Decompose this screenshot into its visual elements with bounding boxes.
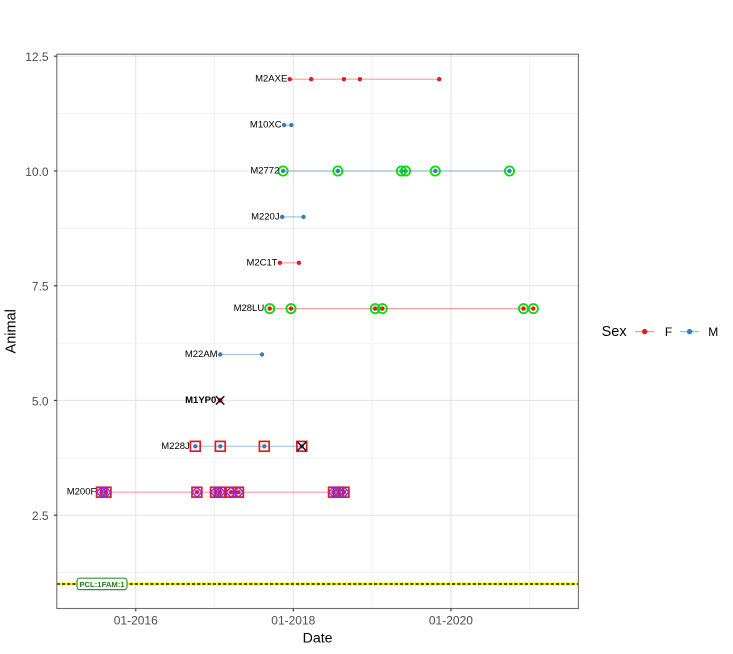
svg-text:Date: Date [303, 631, 333, 647]
svg-text:M22AM: M22AM [185, 349, 218, 360]
svg-text:01-2018: 01-2018 [271, 614, 315, 628]
svg-text:12.5: 12.5 [25, 50, 49, 64]
svg-text:M200F: M200F [67, 487, 97, 498]
svg-text:M2AXE: M2AXE [255, 74, 287, 85]
svg-text:Sex: Sex [602, 324, 628, 340]
svg-text:M10XC: M10XC [250, 120, 282, 131]
svg-text:M2C1T: M2C1T [246, 257, 277, 268]
svg-text:Animal: Animal [4, 309, 20, 353]
svg-text:F: F [665, 325, 672, 339]
svg-text:M228J: M228J [161, 441, 190, 452]
svg-text:5.0: 5.0 [32, 394, 49, 408]
svg-text:M220J: M220J [251, 211, 280, 222]
svg-text:PCL:1FAM:1: PCL:1FAM:1 [79, 580, 125, 589]
svg-text:10.0: 10.0 [25, 165, 49, 179]
svg-text:M2772: M2772 [250, 166, 279, 177]
svg-text:7.5: 7.5 [32, 280, 49, 294]
svg-text:2.5: 2.5 [32, 509, 49, 523]
svg-text:01-2016: 01-2016 [114, 614, 158, 628]
svg-text:M28LU: M28LU [234, 303, 265, 314]
svg-text:M1YP0: M1YP0 [185, 395, 216, 406]
svg-text:01-2020: 01-2020 [429, 614, 473, 628]
svg-text:M: M [708, 325, 718, 339]
